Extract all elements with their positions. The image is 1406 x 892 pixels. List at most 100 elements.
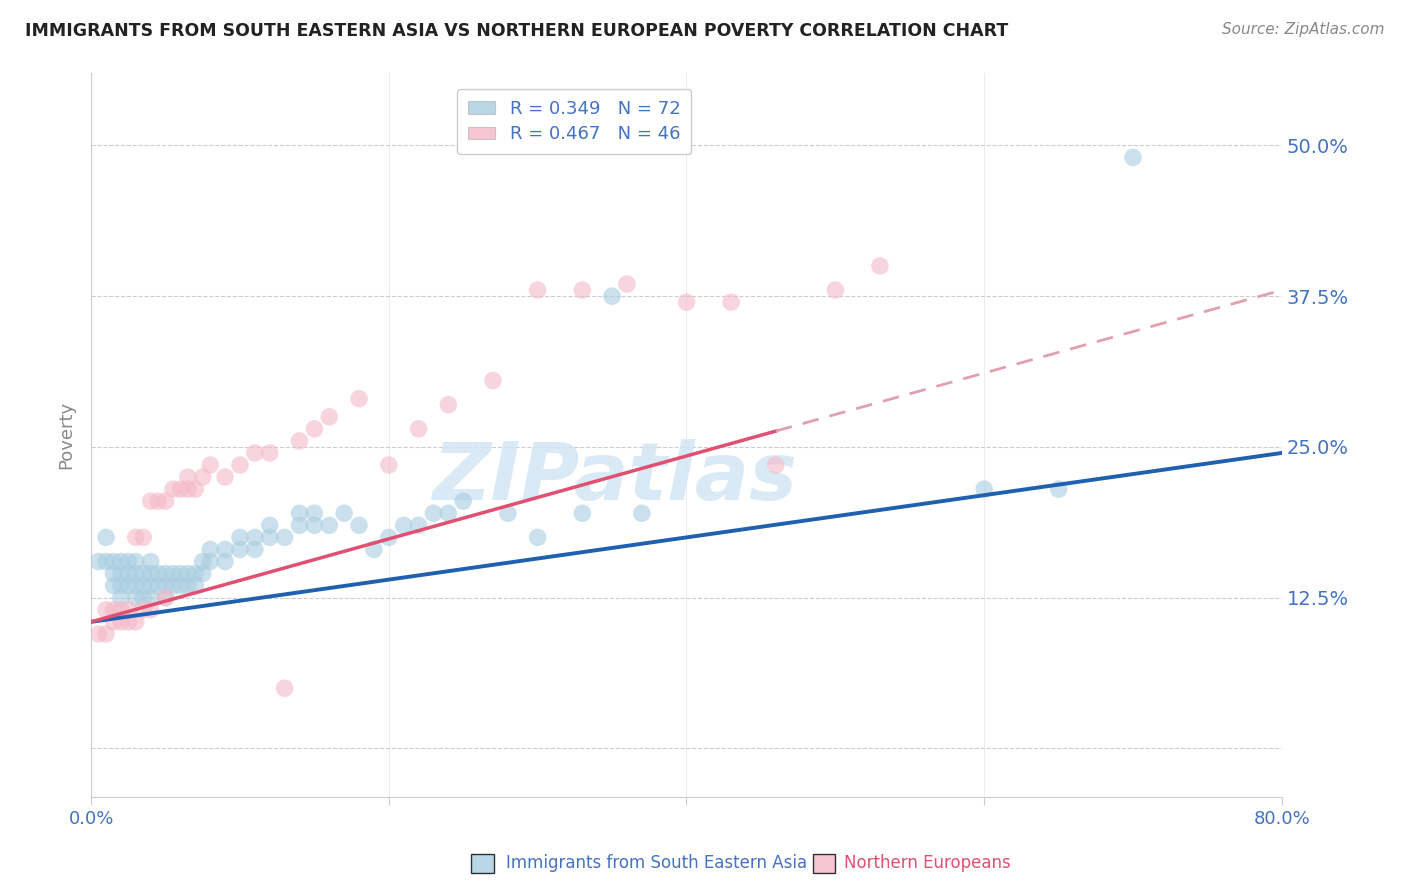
- Point: [94, 530, 117, 544]
- Text: Northern Europeans: Northern Europeans: [844, 855, 1011, 872]
- Point: [451, 494, 474, 508]
- Point: [273, 530, 295, 544]
- Legend: R = 0.349   N = 72, R = 0.467   N = 46: R = 0.349 N = 72, R = 0.467 N = 46: [457, 89, 692, 154]
- Point: [162, 566, 184, 581]
- Point: [132, 579, 155, 593]
- Point: [110, 579, 132, 593]
- Point: [200, 542, 222, 557]
- Point: [155, 591, 177, 605]
- Point: [94, 627, 117, 641]
- Point: [132, 566, 155, 581]
- Point: [273, 681, 295, 696]
- Point: [437, 506, 460, 520]
- Point: [243, 446, 266, 460]
- Point: [155, 494, 177, 508]
- Point: [139, 579, 162, 593]
- Text: Source: ZipAtlas.com: Source: ZipAtlas.com: [1222, 22, 1385, 37]
- Point: [110, 603, 132, 617]
- Point: [288, 506, 311, 520]
- Point: [600, 289, 623, 303]
- Point: [496, 506, 519, 520]
- Point: [214, 555, 236, 569]
- Point: [869, 259, 891, 273]
- Point: [347, 392, 370, 406]
- Point: [259, 530, 281, 544]
- Point: [139, 555, 162, 569]
- Point: [824, 283, 846, 297]
- Point: [482, 374, 505, 388]
- Point: [162, 482, 184, 496]
- Point: [132, 603, 155, 617]
- Point: [177, 482, 200, 496]
- Point: [214, 542, 236, 557]
- Point: [103, 603, 125, 617]
- Point: [333, 506, 356, 520]
- Point: [318, 518, 340, 533]
- Text: ZIPatlas: ZIPatlas: [433, 439, 797, 517]
- Point: [132, 591, 155, 605]
- Point: [422, 506, 444, 520]
- Point: [125, 530, 148, 544]
- Point: [191, 555, 214, 569]
- Point: [304, 506, 326, 520]
- Point: [146, 494, 169, 508]
- Point: [139, 591, 162, 605]
- Point: [155, 579, 177, 593]
- Point: [229, 542, 252, 557]
- Point: [200, 555, 222, 569]
- Point: [191, 566, 214, 581]
- Point: [146, 566, 169, 581]
- Point: [162, 579, 184, 593]
- Point: [117, 603, 139, 617]
- Point: [132, 530, 155, 544]
- Point: [177, 579, 200, 593]
- Point: [378, 458, 401, 472]
- Point: [408, 422, 430, 436]
- Text: Immigrants from South Eastern Asia: Immigrants from South Eastern Asia: [506, 855, 807, 872]
- Point: [304, 422, 326, 436]
- Point: [110, 591, 132, 605]
- Point: [125, 615, 148, 629]
- Point: [110, 615, 132, 629]
- Point: [1047, 482, 1070, 496]
- Point: [169, 482, 191, 496]
- Point: [103, 579, 125, 593]
- Point: [125, 579, 148, 593]
- Point: [526, 283, 548, 297]
- Point: [184, 482, 207, 496]
- Point: [169, 566, 191, 581]
- Point: [139, 494, 162, 508]
- Point: [765, 458, 787, 472]
- Point: [139, 566, 162, 581]
- Point: [94, 555, 117, 569]
- Point: [87, 555, 110, 569]
- Point: [243, 530, 266, 544]
- Point: [184, 579, 207, 593]
- Point: [200, 458, 222, 472]
- Point: [437, 398, 460, 412]
- Point: [973, 482, 995, 496]
- Point: [146, 579, 169, 593]
- Point: [571, 506, 593, 520]
- Point: [117, 615, 139, 629]
- Point: [184, 566, 207, 581]
- Point: [117, 566, 139, 581]
- Point: [169, 579, 191, 593]
- Point: [155, 566, 177, 581]
- Y-axis label: Poverty: Poverty: [58, 401, 75, 469]
- Point: [378, 530, 401, 544]
- Point: [631, 506, 654, 520]
- Point: [125, 591, 148, 605]
- Point: [526, 530, 548, 544]
- Point: [392, 518, 415, 533]
- Point: [229, 530, 252, 544]
- Point: [243, 542, 266, 557]
- Point: [110, 555, 132, 569]
- Point: [191, 470, 214, 484]
- Point: [363, 542, 385, 557]
- Point: [177, 566, 200, 581]
- Point: [103, 555, 125, 569]
- Point: [288, 518, 311, 533]
- Point: [139, 603, 162, 617]
- Point: [110, 566, 132, 581]
